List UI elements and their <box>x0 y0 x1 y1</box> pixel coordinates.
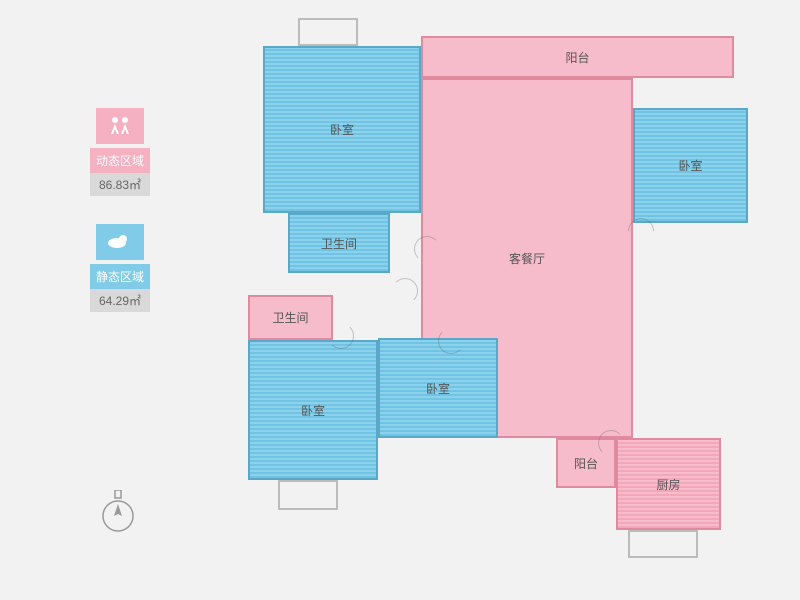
legend-static-label: 静态区域 <box>90 264 150 289</box>
bed-icon <box>96 224 144 260</box>
room-kitchen: 厨房 <box>616 438 721 530</box>
room-label: 阳台 <box>565 49 589 66</box>
room-bath_top: 卫生间 <box>288 213 390 273</box>
exterior-ext_bl <box>278 480 338 510</box>
room-balcony_small: 阳台 <box>556 438 616 488</box>
room-bedroom_tr: 卧室 <box>633 108 748 223</box>
room-label: 卫生间 <box>272 309 308 326</box>
legend-dynamic-value: 86.83㎡ <box>90 173 150 196</box>
room-label: 卧室 <box>426 380 450 397</box>
room-bedroom_bm: 卧室 <box>378 338 498 438</box>
legend: 动态区域 86.83㎡ 静态区域 64.29㎡ <box>85 108 155 340</box>
room-label: 厨房 <box>656 476 680 493</box>
room-bedroom_bl: 卧室 <box>248 340 378 480</box>
legend-static: 静态区域 64.29㎡ <box>85 224 155 312</box>
room-label: 客餐厅 <box>509 250 545 267</box>
legend-dynamic-label: 动态区域 <box>90 148 150 173</box>
room-label: 卧室 <box>330 121 354 138</box>
floorplan: 阳台卧室客餐厅卧室卫生间卫生间卧室卧室阳台厨房 <box>228 18 768 578</box>
room-label: 卫生间 <box>321 235 357 252</box>
legend-static-value: 64.29㎡ <box>90 289 150 312</box>
compass-icon <box>100 490 136 539</box>
room-label: 阳台 <box>574 455 598 472</box>
room-bedroom_tl: 卧室 <box>263 46 421 213</box>
room-label: 卧室 <box>301 402 325 419</box>
people-icon <box>96 108 144 144</box>
exterior-ext_tl <box>298 18 358 46</box>
door-arc <box>392 278 418 304</box>
exterior-ext_br <box>628 530 698 558</box>
legend-dynamic: 动态区域 86.83㎡ <box>85 108 155 196</box>
room-label: 卧室 <box>678 157 702 174</box>
room-balcony_top: 阳台 <box>421 36 734 78</box>
room-bath_mid: 卫生间 <box>248 295 333 340</box>
